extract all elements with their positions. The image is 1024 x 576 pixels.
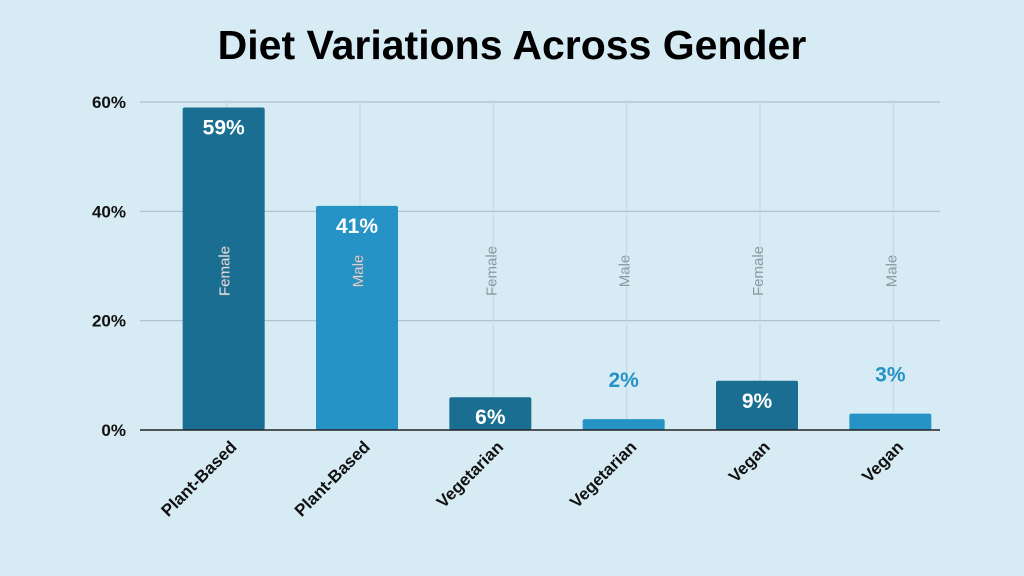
gender-label: Male	[617, 255, 634, 288]
bar-vegan-female	[716, 380, 798, 430]
gender-label: Male	[883, 255, 900, 288]
bar-plant-based-female	[182, 107, 265, 430]
bar-value-label: 3%	[875, 364, 906, 387]
gender-label: Female	[750, 246, 767, 296]
gender-label: Female	[483, 246, 500, 296]
bar-value-label: 59%	[203, 116, 245, 139]
y-tick-label: 0%	[101, 421, 126, 440]
gender-label: Female	[217, 246, 234, 296]
bar-vegetarian-male	[582, 419, 665, 430]
chart-title: Diet Variations Across Gender	[217, 22, 807, 68]
bar-plant-based-male	[316, 205, 398, 430]
x-tick-label: Plant-Based	[291, 437, 374, 520]
y-tick-label: 40%	[92, 202, 126, 221]
bar-value-label: 2%	[608, 369, 639, 392]
x-tick-label: Vegetarian	[566, 437, 640, 511]
bar-value-label: 41%	[336, 215, 378, 238]
bar-value-label: 6%	[475, 406, 506, 429]
x-tick-label: Plant-Based	[158, 437, 241, 520]
bar-value-label: 9%	[742, 390, 773, 413]
x-tick-label: Vegetarian	[433, 437, 507, 511]
y-tick-label: 20%	[92, 312, 126, 331]
y-tick-label: 60%	[92, 93, 126, 112]
x-tick-label: Vegan	[858, 437, 907, 486]
gender-label: Male	[350, 255, 367, 288]
bar-vegetarian-female	[449, 397, 532, 430]
x-tick-label: Vegan	[725, 437, 774, 486]
bar-vegan-male	[849, 413, 932, 430]
